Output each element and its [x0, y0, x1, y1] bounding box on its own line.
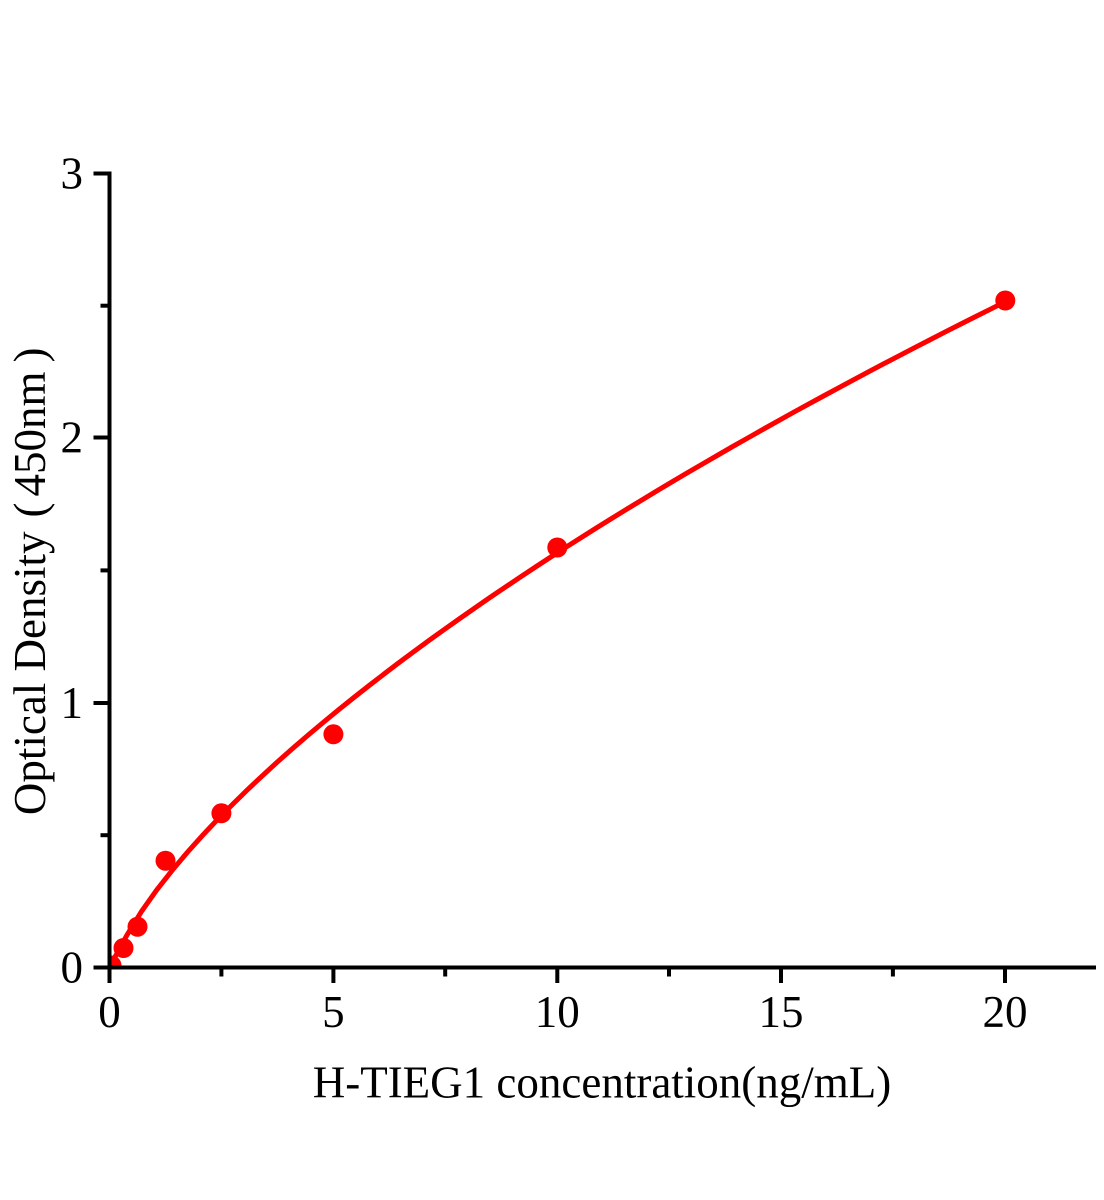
- svg-text:20: 20: [983, 987, 1028, 1037]
- svg-text:2: 2: [61, 413, 84, 463]
- svg-text:10: 10: [535, 987, 580, 1037]
- svg-text:H-TIEG1 concentration(ng/mL): H-TIEG1 concentration(ng/mL): [313, 1058, 892, 1108]
- svg-text:Optical Density(450nm): Optical Density(450nm): [5, 347, 55, 815]
- svg-text:3: 3: [61, 149, 84, 199]
- svg-text:0: 0: [61, 943, 84, 993]
- svg-text:5: 5: [322, 987, 345, 1037]
- svg-text:0: 0: [98, 987, 121, 1037]
- svg-text:1: 1: [61, 678, 84, 728]
- svg-text:15: 15: [759, 987, 804, 1037]
